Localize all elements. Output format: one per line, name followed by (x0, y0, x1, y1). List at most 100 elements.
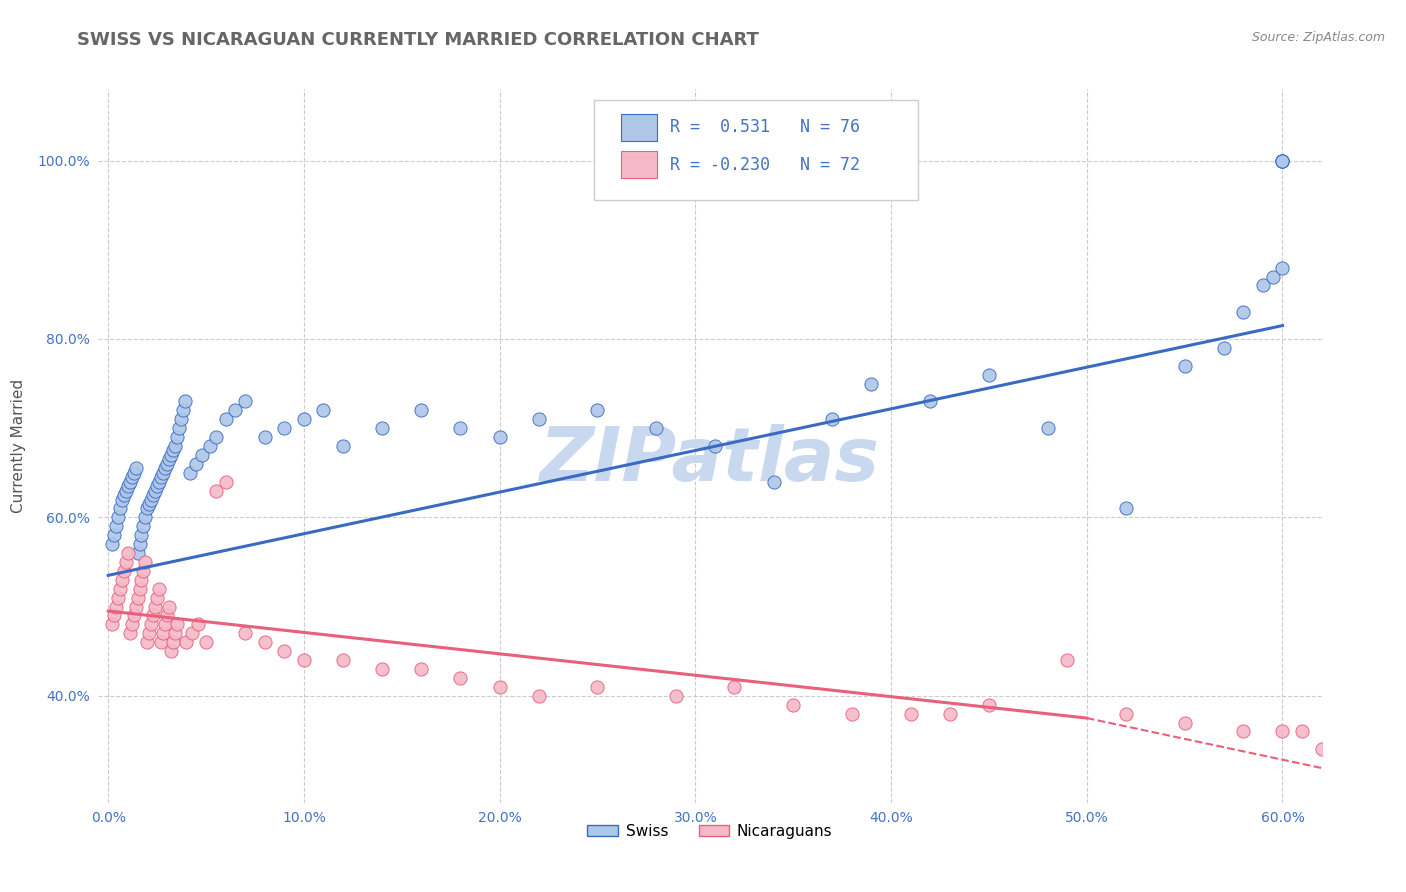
Point (128, 582, 150, 596)
Text: SWISS VS NICARAGUAN CURRENTLY MARRIED CORRELATION CHART: SWISS VS NICARAGUAN CURRENTLY MARRIED CO… (77, 31, 759, 49)
Point (782, 698, 804, 712)
Point (124, 599, 146, 614)
Point (292, 412, 315, 426)
Point (1271, 153, 1294, 168)
Point (527, 689, 550, 703)
Point (121, 470, 143, 484)
Point (1036, 421, 1059, 435)
Point (332, 439, 354, 453)
FancyBboxPatch shape (593, 100, 918, 200)
Point (1271, 153, 1294, 168)
Point (152, 626, 174, 640)
Point (1350, 760, 1372, 774)
Point (122, 608, 145, 623)
Point (1271, 260, 1294, 275)
Point (1271, 724, 1294, 739)
Point (821, 412, 844, 426)
Point (233, 626, 256, 640)
Point (143, 483, 166, 498)
Point (143, 599, 166, 614)
Point (312, 403, 335, 417)
Point (762, 475, 785, 489)
Point (121, 617, 143, 632)
Text: R = -0.230   N = 72: R = -0.230 N = 72 (669, 155, 859, 174)
Point (488, 430, 510, 444)
Point (1232, 305, 1254, 319)
Point (1115, 706, 1137, 721)
Point (166, 430, 188, 444)
Point (101, 617, 124, 632)
Point (103, 608, 125, 623)
Point (332, 653, 354, 667)
Point (1261, 269, 1284, 284)
Point (117, 479, 139, 493)
Point (166, 617, 188, 632)
Point (118, 626, 141, 640)
Point (132, 564, 155, 578)
Point (527, 412, 550, 426)
Point (122, 466, 145, 480)
Point (205, 430, 228, 444)
Point (703, 439, 725, 453)
Text: Source: ZipAtlas.com: Source: ZipAtlas.com (1251, 31, 1385, 45)
Point (160, 448, 183, 462)
Point (127, 591, 149, 605)
Point (723, 680, 745, 694)
Text: R =  0.531   N = 76: R = 0.531 N = 76 (669, 119, 859, 136)
Point (112, 564, 135, 578)
Point (156, 457, 179, 471)
Point (134, 555, 156, 569)
Point (665, 689, 688, 703)
Point (114, 483, 136, 498)
Point (411, 403, 433, 417)
Point (205, 483, 228, 498)
Point (253, 635, 276, 649)
Point (103, 528, 125, 542)
Point (108, 501, 131, 516)
Point (114, 555, 136, 569)
Point (186, 457, 208, 471)
Point (1251, 278, 1274, 293)
Point (841, 706, 863, 721)
Point (1330, 751, 1353, 765)
Point (645, 421, 668, 435)
Point (157, 452, 180, 467)
Point (107, 591, 129, 605)
Point (176, 635, 198, 649)
Point (411, 662, 433, 676)
Point (273, 421, 295, 435)
Point (179, 466, 201, 480)
Point (939, 706, 962, 721)
Point (224, 403, 246, 417)
Point (1389, 733, 1406, 747)
Point (169, 412, 191, 426)
Point (292, 653, 315, 667)
Point (146, 479, 169, 493)
Point (128, 537, 150, 551)
Point (142, 608, 165, 623)
Legend: Swiss, Nicaraguans: Swiss, Nicaraguans (582, 818, 838, 845)
Point (124, 461, 146, 475)
Point (450, 421, 472, 435)
Point (1271, 153, 1294, 168)
FancyBboxPatch shape (620, 152, 658, 178)
Point (160, 644, 183, 658)
Point (198, 439, 221, 453)
Point (112, 488, 135, 502)
Point (111, 492, 134, 507)
Point (920, 394, 942, 409)
Point (163, 439, 186, 453)
Point (181, 626, 204, 640)
Point (1291, 724, 1313, 739)
Point (1369, 769, 1392, 783)
Point (118, 475, 141, 489)
Point (977, 368, 1000, 382)
FancyBboxPatch shape (620, 114, 658, 141)
Point (450, 671, 472, 685)
Point (107, 510, 129, 524)
Point (131, 573, 153, 587)
Point (1174, 715, 1197, 730)
Point (141, 617, 163, 632)
Point (146, 591, 169, 605)
Text: ZIPatlas: ZIPatlas (540, 424, 880, 497)
